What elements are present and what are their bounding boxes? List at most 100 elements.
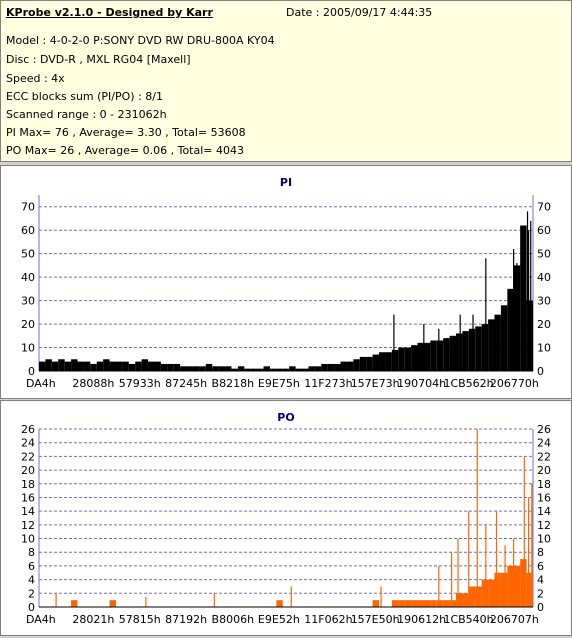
y-tick-label-right: 12 <box>537 519 551 532</box>
y-tick-label-right: 10 <box>537 342 551 355</box>
data-bar <box>436 340 444 371</box>
y-tick-label-right: 10 <box>537 533 551 546</box>
data-bar <box>372 600 380 607</box>
data-bar <box>417 600 424 607</box>
data-bar <box>308 366 315 371</box>
data-bar <box>205 363 213 371</box>
data-bar <box>257 368 264 371</box>
data-bar <box>513 565 521 607</box>
y-tick-label-right: 4 <box>537 574 544 587</box>
x-tick-label: B8006h <box>212 613 255 626</box>
x-tick-label: E9E75h <box>258 377 300 390</box>
data-bar <box>423 342 431 371</box>
data-bar <box>192 366 200 371</box>
data-bar <box>148 361 155 371</box>
info-panel: KProbe v2.1.0 - Designed by Karr Date : … <box>0 0 572 162</box>
chart-title: PO <box>277 411 294 424</box>
y-tick-label-left: 50 <box>21 248 35 261</box>
data-bar <box>507 288 514 371</box>
y-tick-label-left: 60 <box>21 224 35 237</box>
ecc-line: ECC blocks sum (PI/PO) : 8/1 <box>6 90 163 103</box>
x-tick-label: 157E50h <box>351 613 400 626</box>
data-bar <box>321 363 328 371</box>
x-tick-label: DA4h <box>26 377 56 390</box>
data-bar <box>488 579 495 607</box>
data-bar <box>212 366 219 371</box>
scan-date: Date : 2005/09/17 4:44:35 <box>286 6 433 19</box>
y-tick-label-right: 0 <box>537 365 544 378</box>
po-stats-line: PO Max= 26 , Average= 0.06 , Total= 4043 <box>6 144 244 157</box>
y-tick-label-left: 14 <box>21 505 35 518</box>
data-bar <box>77 361 84 371</box>
data-bar <box>115 361 123 371</box>
x-tick-label: 57933h <box>119 377 161 390</box>
data-bar <box>282 368 290 371</box>
data-bar <box>154 361 161 371</box>
data-bar <box>475 326 482 371</box>
x-tick-label: E9E52h <box>258 613 300 626</box>
y-tick-label-left: 26 <box>21 423 35 436</box>
data-bar <box>128 363 136 371</box>
data-bar <box>520 225 527 371</box>
data-bar <box>45 359 52 371</box>
data-bar <box>314 366 322 371</box>
data-bar <box>327 363 335 371</box>
data-bar <box>122 361 129 371</box>
data-bar <box>372 354 380 371</box>
data-bar <box>404 347 412 371</box>
data-bar <box>456 333 463 371</box>
data-bar <box>103 359 110 371</box>
x-tick-label: 11F273h <box>304 377 352 390</box>
y-tick-label-left: 8 <box>28 546 35 559</box>
data-bar <box>398 600 405 607</box>
x-tick-label: 28021h <box>72 613 114 626</box>
y-tick-label-right: 20 <box>537 464 551 477</box>
data-bar <box>180 366 187 371</box>
data-bar <box>263 366 270 371</box>
data-bar <box>340 361 347 371</box>
data-bar <box>359 356 367 371</box>
data-bar <box>520 559 527 607</box>
data-bar <box>218 366 226 371</box>
data-bar <box>51 361 59 371</box>
data-bar <box>64 361 72 371</box>
pi-chart: PI 0 0 10 10 20 20 30 30 40 40 50 50 60 60 70 70 DA4h 2808… <box>21 176 551 390</box>
y-tick-label-left: 70 <box>21 201 35 214</box>
x-tick-label: 206707h <box>490 613 539 626</box>
data-bar <box>366 356 373 371</box>
data-bar <box>500 305 508 371</box>
data-bar <box>468 586 476 607</box>
model-line: Model : 4-0-2-0 P:SONY DVD RW DRU-800A K… <box>6 34 275 47</box>
x-tick-label: 87192h <box>165 613 207 626</box>
y-tick-label-right: 30 <box>537 295 551 308</box>
data-bar <box>481 579 489 607</box>
y-tick-label-left: 30 <box>21 295 35 308</box>
disc-line: Disc : DVD-R , MXL RG04 [Maxell] <box>6 53 191 66</box>
data-bar <box>276 600 283 607</box>
data-bar <box>160 363 168 371</box>
data-bar <box>135 361 142 371</box>
pi-chart-panel: PI 0 0 10 10 20 20 30 30 40 40 50 50 60 60 70 70 DA4h 2808… <box>0 165 572 399</box>
y-tick-label-left: 10 <box>21 533 35 546</box>
data-bar <box>436 600 444 607</box>
po-chart-panel: PO 0 0 2 2 4 4 6 6 8 8 10 10 12 12 14 14 16 16 18 18 20 20 22 22… <box>0 400 572 636</box>
data-bar <box>411 600 418 607</box>
y-tick-label-left: 22 <box>21 450 35 463</box>
x-tick-label: 87245h <box>165 377 207 390</box>
x-tick-label: 206770h <box>490 377 539 390</box>
data-bar <box>295 368 303 371</box>
y-tick-label-left: 20 <box>21 318 35 331</box>
data-bar <box>385 352 392 371</box>
x-tick-label: 28088h <box>72 377 114 390</box>
data-bar <box>353 359 360 371</box>
data-bar <box>391 600 399 607</box>
data-bar <box>237 366 245 371</box>
data-bar <box>481 324 489 371</box>
chart-title: PI <box>280 176 292 189</box>
y-tick-label-right: 0 <box>537 601 544 614</box>
x-tick-label: 1CB540h <box>443 613 493 626</box>
pi-stats-line: PI Max= 76 , Average= 3.30 , Total= 5360… <box>6 126 246 139</box>
x-tick-label: B8218h <box>212 377 255 390</box>
data-bar <box>430 340 437 371</box>
